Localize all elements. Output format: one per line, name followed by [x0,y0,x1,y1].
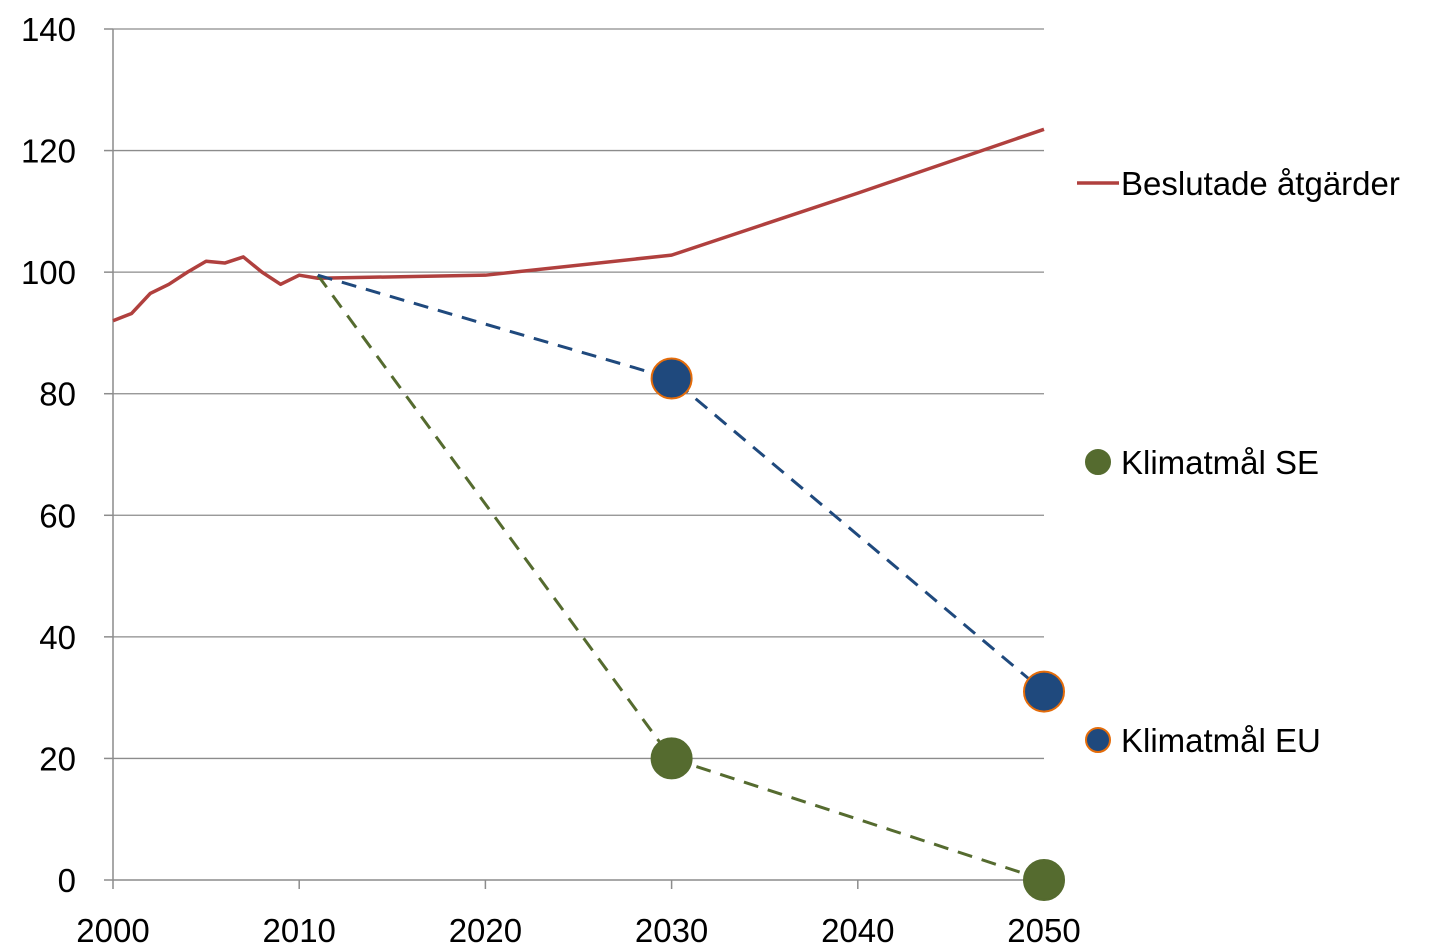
y-tick-label-40: 40 [39,619,76,656]
y-tick-label-60: 60 [39,497,76,534]
x-tick-label-2050: 2050 [1007,912,1080,949]
data-point-klimatm-l-se-2030 [650,737,693,780]
data-point-klimatm-l-eu-2050 [1023,670,1065,713]
legend-label-klimatm-l-se: Klimatmål SE [1121,444,1319,481]
data-point-klimatm-l-eu-2030 [650,357,693,400]
x-tick-label-2000: 2000 [76,912,149,949]
legend-label-klimatm-l-eu: Klimatmål EU [1121,722,1321,759]
y-tick-label-140: 140 [21,11,76,48]
series-line-klimatm-l-se [316,274,1045,882]
y-tick-label-20: 20 [39,740,76,777]
x-tick-label-2020: 2020 [449,912,522,949]
legend-swatch-klimatm-l-se [1085,449,1111,475]
series-group [112,127,1065,901]
y-tick-label-0: 0 [58,862,76,899]
x-tick-label-2040: 2040 [821,912,894,949]
x-tick-label-2010: 2010 [262,912,335,949]
legend-swatch-klimatm-l-eu [1085,727,1111,753]
gridlines [113,28,1044,760]
y-tick-label-100: 100 [21,254,76,291]
x-tick-label-2030: 2030 [635,912,708,949]
legend: Beslutade åtgärder Klimatmål SE Klimatmål … [1077,165,1400,759]
y-tick-label-80: 80 [39,376,76,413]
series-line-klimatm-l-eu [317,273,1045,693]
data-point-klimatm-l-se-2050 [1023,859,1065,901]
y-tick-label-120: 120 [21,133,76,170]
legend-label-beslutade-tg-rder: Beslutade åtgärder [1121,165,1400,202]
series-line-beslutade-tg-rder [112,127,1045,323]
